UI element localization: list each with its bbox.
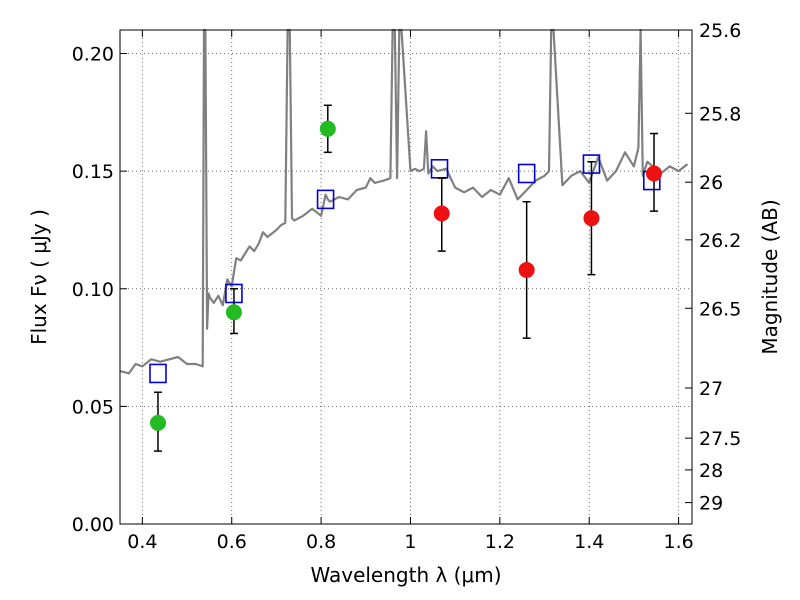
right-tick-label: 27 [699,378,723,400]
right-tick-label: 25.6 [699,20,741,42]
right-axis-label: Magnitude (AB) [758,199,782,354]
right-tick-label: 26 [699,172,723,194]
data-markers [149,104,663,452]
model-square-point [316,189,335,210]
photometry-point [319,120,336,137]
y-tick-label: 0.10 [72,279,114,301]
photometry-point [225,304,242,321]
photometry-point [583,210,600,227]
plot-frame [119,29,693,525]
x-tick-label: 1.6 [663,531,693,553]
right-tick-label: 26.2 [699,230,741,252]
y-axis-label: Flux Fν ( μJy ) [27,209,51,345]
x-tick-label: 1 [404,531,416,553]
x-axis-ticks: 0.4 0.6 0.8 1 1.2 1.4 1.6 [127,30,694,553]
x-axis-label: Wavelength λ (μm) [310,563,501,587]
x-tick-label: 0.8 [306,531,336,553]
photometry-point [518,261,535,278]
right-tick-label: 27.5 [699,428,741,450]
right-tick-label: 28 [699,460,723,482]
right-axis-ticks: 25.6 25.8 26 26.2 26.5 27 27.5 28 29 [685,20,741,515]
y-tick-label: 0.15 [72,161,114,183]
y-tick-label: 0.00 [72,514,114,536]
photometry-point [149,414,166,431]
right-tick-label: 25.8 [699,103,741,125]
x-tick-label: 0.4 [127,531,157,553]
photometry-point [433,205,450,222]
right-tick-label: 26.5 [699,298,741,320]
y-axis-ticks: 0.00 0.05 0.10 0.15 0.20 [72,44,127,536]
model-square-point [149,363,167,384]
y-tick-label: 0.20 [72,44,114,66]
right-tick-label: 29 [699,493,723,515]
x-tick-label: 0.6 [217,531,247,553]
spectrum-line [119,28,689,375]
spectrum-polyline [119,28,689,375]
x-tick-label: 1.4 [574,531,604,553]
photometry-point [646,165,663,182]
model-square-point [517,163,536,184]
y-tick-label: 0.05 [72,396,114,418]
x-tick-label: 1.2 [485,531,515,553]
